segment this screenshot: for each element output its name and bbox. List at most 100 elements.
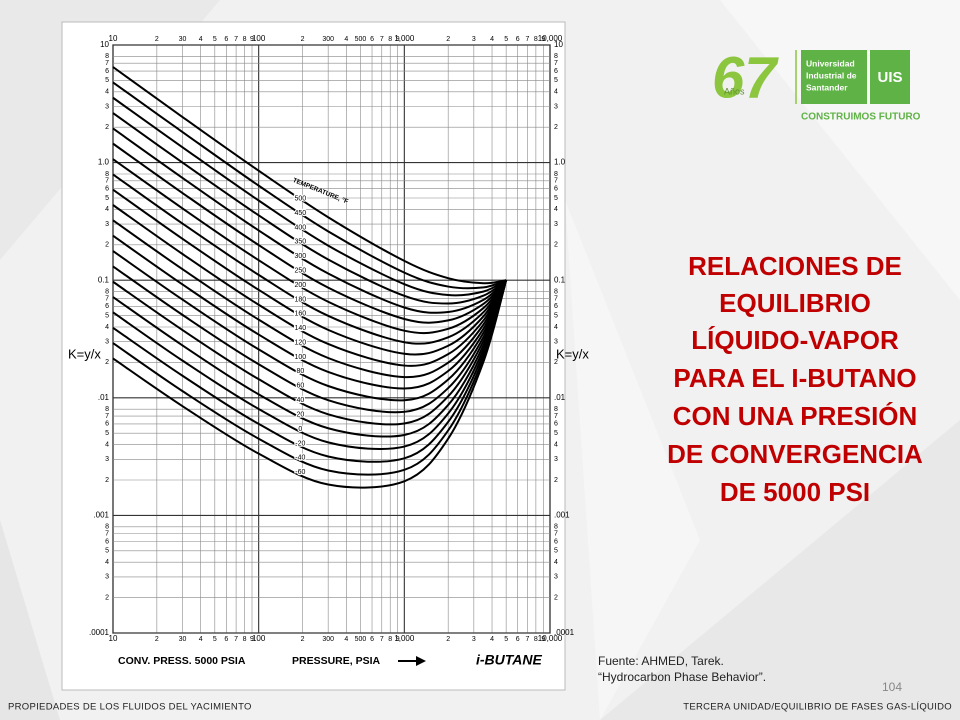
title-line: RELACIONES DE — [688, 251, 902, 281]
x-tick-label: 6 — [516, 36, 520, 43]
x-tick-label: 100 — [252, 634, 266, 643]
logo-uis-box — [870, 50, 910, 104]
x-tick-label: 10,000 — [538, 34, 563, 43]
y-tick-label: 4 — [105, 559, 109, 566]
curve-label: 20 — [296, 412, 304, 419]
logo-years: Años — [724, 86, 745, 96]
chart: 1010223030445566778899100100223003004450… — [89, 34, 575, 643]
title-line: DE 5000 PSI — [720, 477, 870, 507]
curve — [112, 250, 508, 402]
x-tick-label: 4 — [344, 36, 348, 43]
y-tick-label: 4 — [105, 89, 109, 96]
y-tick-label: 8 — [554, 171, 558, 178]
y-tick-label: 3 — [105, 456, 109, 463]
y-tick-label: 1.0 — [98, 158, 110, 167]
x-tick-label: 4 — [199, 636, 203, 643]
y-tick-label: 4 — [105, 441, 109, 448]
y-tick-label: 4 — [554, 89, 558, 96]
curve-label: 200 — [295, 282, 307, 289]
y-tick-label: 2 — [105, 124, 109, 131]
x-tick-label: 30 — [179, 636, 187, 643]
y-tick-label: 3 — [105, 339, 109, 346]
y-tick-label: 6 — [554, 186, 558, 193]
logo-acronym: UIS — [877, 69, 902, 86]
y-tick-label: 7 — [105, 530, 109, 537]
logo-university: Santander — [806, 82, 848, 92]
y-tick-label: 4 — [554, 324, 558, 331]
x-tick-label: 9 — [396, 36, 400, 43]
x-tick-label: 6 — [370, 636, 374, 643]
x-tick-label: 300 — [322, 36, 334, 43]
y-tick-label: 4 — [554, 206, 558, 213]
y-tick-label: 6 — [105, 303, 109, 310]
x-tick-label: 7 — [234, 636, 238, 643]
x-tick-label: 9 — [541, 636, 545, 643]
x-tick-label: 2 — [301, 636, 305, 643]
x-tick-label: 7 — [380, 36, 384, 43]
curve-label: 40 — [296, 397, 304, 404]
y-tick-label: .01 — [98, 393, 110, 402]
x-tick-label: 7 — [525, 36, 529, 43]
y-tick-label: 5 — [554, 430, 558, 437]
y-tick-label: 5 — [554, 77, 558, 84]
y-tick-label: 6 — [105, 538, 109, 545]
x-tick-label: 8 — [388, 636, 392, 643]
x-tick-label: 8 — [534, 36, 538, 43]
curve — [112, 96, 507, 297]
y-tick-label: 6 — [554, 421, 558, 428]
y-tick-label: 8 — [105, 524, 109, 531]
x-tick-label: 1,000 — [394, 634, 415, 643]
y-tick-label: 8 — [105, 406, 109, 413]
y-tick-label: .01 — [554, 393, 566, 402]
y-tick-label: 8 — [105, 171, 109, 178]
x-tick-label: 2 — [155, 36, 159, 43]
curve — [112, 219, 508, 379]
y-tick-label: 7 — [105, 178, 109, 185]
y-tick-label: 7 — [554, 413, 558, 420]
y-tick-label: 4 — [554, 441, 558, 448]
y-tick-label: 8 — [105, 53, 109, 60]
y-tick-label: 4 — [105, 206, 109, 213]
x-tick-label: 6 — [370, 36, 374, 43]
curve-label: 450 — [295, 210, 307, 217]
y-tick-label: 7 — [554, 295, 558, 302]
curve-label: 160 — [295, 311, 307, 318]
x-tick-label: 9 — [541, 36, 545, 43]
curve — [112, 234, 508, 390]
y-tick-label: 2 — [105, 477, 109, 484]
title-line: PARA EL I-BUTANO — [673, 363, 916, 393]
page-number: 104 — [882, 680, 902, 694]
x-tick-label: 9 — [250, 636, 254, 643]
y-tick-label: 1.0 — [554, 158, 566, 167]
curve-label: 140 — [295, 325, 307, 332]
y-tick-label: 4 — [554, 559, 558, 566]
x-tick-label: 2 — [301, 36, 305, 43]
y-tick-label: 2 — [105, 594, 109, 601]
curve — [112, 204, 508, 367]
y-tick-label: 8 — [554, 53, 558, 60]
curve-label: 500 — [295, 195, 307, 202]
footer-right: TERCERA UNIDAD/EQUILIBRIO DE FASES GAS-L… — [683, 702, 952, 713]
y-tick-label: 0.1 — [554, 275, 566, 284]
x-tick-label: 5 — [213, 36, 217, 43]
curve — [112, 66, 507, 285]
curve-label: 250 — [295, 267, 307, 274]
y-tick-label: 5 — [554, 195, 558, 202]
y-tick-label: 3 — [105, 221, 109, 228]
x-tick-label: 7 — [525, 636, 529, 643]
y-tick-label: 7 — [105, 413, 109, 420]
curve-label: 80 — [296, 368, 304, 375]
x-tick-label: 10 — [109, 634, 118, 643]
y-tick-label: 8 — [554, 524, 558, 531]
y-tick-label: 5 — [105, 77, 109, 84]
y-tick-label: .001 — [93, 511, 109, 520]
curve-label: -20 — [295, 440, 305, 447]
y-tick-label: 5 — [105, 430, 109, 437]
y-tick-label: 3 — [554, 574, 558, 581]
curve-label: 100 — [295, 354, 307, 361]
title-line: DE CONVERGENCIA — [667, 439, 923, 469]
curve — [112, 279, 508, 438]
y-tick-label: 10 — [100, 40, 109, 49]
